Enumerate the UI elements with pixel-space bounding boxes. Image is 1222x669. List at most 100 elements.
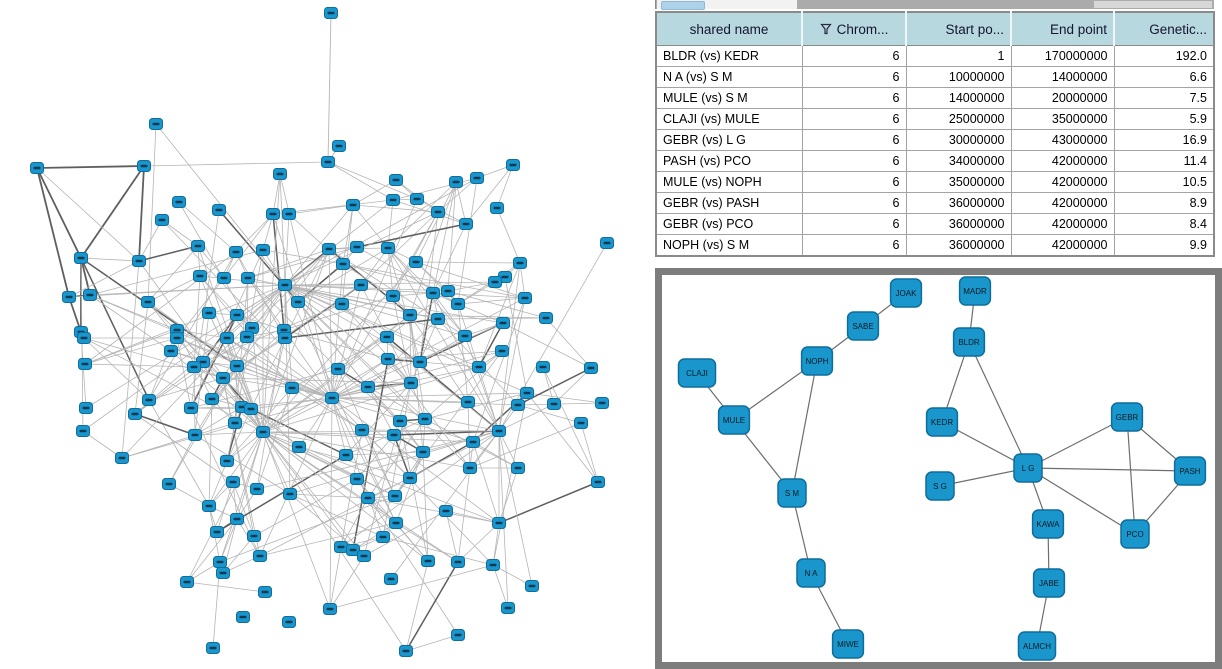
network-node[interactable] — [282, 208, 296, 220]
table-cell[interactable]: 25000000 — [905, 108, 1012, 130]
network-node[interactable] — [205, 393, 219, 405]
network-overview-canvas[interactable] — [0, 0, 648, 669]
network-node[interactable] — [350, 241, 364, 253]
column-header-genetic[interactable]: Genetic... — [1113, 12, 1214, 46]
network-node[interactable] — [334, 541, 348, 553]
table-row[interactable]: PASH (vs) PCO 6 34000000 42000000 11.4 — [655, 150, 1215, 172]
table-cell[interactable]: PASH (vs) PCO — [655, 150, 803, 172]
table-cell[interactable]: 35000000 — [905, 171, 1012, 193]
network-node[interactable] — [77, 332, 91, 344]
node-jabe[interactable]: JABE — [1032, 568, 1066, 598]
network-node[interactable] — [256, 426, 270, 438]
table-cell[interactable]: CLAJI (vs) MULE — [655, 108, 803, 130]
network-node[interactable] — [595, 397, 609, 409]
node-s-m[interactable]: S M — [777, 478, 807, 508]
network-node[interactable] — [574, 417, 588, 429]
network-node[interactable] — [410, 193, 424, 205]
table-cell[interactable]: 42000000 — [1010, 213, 1115, 235]
network-node[interactable] — [278, 332, 292, 344]
network-node[interactable] — [384, 573, 398, 585]
table-cell[interactable]: 170000000 — [1010, 45, 1115, 67]
node-noph[interactable]: NOPH — [800, 346, 834, 376]
table-row[interactable]: GEBR (vs) PASH 6 36000000 42000000 8.9 — [655, 192, 1215, 214]
table-cell[interactable]: 9.9 — [1113, 234, 1215, 257]
node-kawa[interactable]: KAWA — [1031, 509, 1065, 539]
network-node[interactable] — [513, 257, 527, 269]
node-joak[interactable]: JOAK — [889, 278, 923, 308]
network-node[interactable] — [354, 279, 368, 291]
table-cell[interactable]: 16.9 — [1113, 129, 1215, 151]
network-node[interactable] — [250, 483, 264, 495]
network-node[interactable] — [193, 270, 207, 282]
network-node[interactable] — [388, 490, 402, 502]
network-node[interactable] — [486, 559, 500, 571]
column-header-chrom[interactable]: Chrom... — [801, 12, 906, 46]
network-node[interactable] — [206, 642, 220, 654]
network-node[interactable] — [184, 402, 198, 414]
network-node[interactable] — [458, 330, 472, 342]
network-node[interactable] — [339, 449, 353, 461]
network-node[interactable] — [357, 550, 371, 562]
network-node[interactable] — [74, 252, 88, 264]
table-cell[interactable]: 192.0 — [1113, 45, 1215, 67]
network-node[interactable] — [525, 580, 539, 592]
network-node[interactable] — [155, 214, 169, 226]
network-node[interactable] — [213, 556, 227, 568]
network-node[interactable] — [62, 291, 76, 303]
node-pco[interactable]: PCO — [1120, 519, 1150, 549]
table-row[interactable]: CLAJI (vs) MULE 6 25000000 35000000 5.9 — [655, 108, 1215, 130]
network-node[interactable] — [426, 287, 440, 299]
table-cell[interactable]: 6 — [801, 213, 907, 235]
network-node[interactable] — [466, 436, 480, 448]
table-cell[interactable]: MULE (vs) S M — [655, 87, 803, 109]
scrollbar-thumb[interactable] — [661, 1, 705, 10]
table-row[interactable]: MULE (vs) S M 6 14000000 20000000 7.5 — [655, 87, 1215, 109]
network-node[interactable] — [336, 258, 350, 270]
node-sabe[interactable]: SABE — [846, 311, 880, 341]
network-node[interactable] — [449, 176, 463, 188]
network-node[interactable] — [202, 500, 216, 512]
network-node[interactable] — [220, 332, 234, 344]
table-cell[interactable]: 6 — [801, 150, 907, 172]
network-node[interactable] — [518, 292, 532, 304]
network-node[interactable] — [335, 298, 349, 310]
network-node[interactable] — [331, 363, 345, 375]
table-cell[interactable]: 6 — [801, 171, 907, 193]
network-node[interactable] — [591, 476, 605, 488]
column-header-startpo[interactable]: Start po... — [905, 12, 1011, 46]
network-node[interactable] — [220, 455, 234, 467]
table-cell[interactable]: 42000000 — [1010, 234, 1115, 257]
network-node[interactable] — [361, 381, 375, 393]
network-node[interactable] — [511, 399, 525, 411]
network-node[interactable] — [506, 159, 520, 171]
node-claji[interactable]: CLAJI — [677, 358, 717, 388]
table-cell[interactable]: 7.5 — [1113, 87, 1215, 109]
table-row[interactable]: BLDR (vs) KEDR 6 1 170000000 192.0 — [655, 45, 1215, 67]
network-node[interactable] — [240, 331, 254, 343]
table-row[interactable]: N A (vs) S M 6 10000000 14000000 6.6 — [655, 66, 1215, 88]
table-row[interactable]: MULE (vs) NOPH 6 35000000 42000000 10.5 — [655, 171, 1215, 193]
table-cell[interactable]: 6 — [801, 108, 907, 130]
node-s-g[interactable]: S G — [925, 471, 955, 501]
network-node[interactable] — [490, 202, 504, 214]
network-node[interactable] — [387, 429, 401, 441]
table-cell[interactable]: 43000000 — [1010, 129, 1115, 151]
network-node[interactable] — [492, 517, 506, 529]
network-node[interactable] — [230, 360, 244, 372]
network-node[interactable] — [431, 206, 445, 218]
network-node[interactable] — [210, 526, 224, 538]
network-node[interactable] — [403, 472, 417, 484]
network-node[interactable] — [247, 530, 261, 542]
table-cell[interactable]: 35000000 — [1010, 108, 1115, 130]
table-cell[interactable]: GEBR (vs) L G — [655, 129, 803, 151]
network-node[interactable] — [321, 156, 335, 168]
network-node[interactable] — [137, 160, 151, 172]
table-cell[interactable]: MULE (vs) NOPH — [655, 171, 803, 193]
column-header-endpoint[interactable]: End point — [1010, 12, 1114, 46]
node-almch[interactable]: ALMCH — [1017, 631, 1057, 661]
network-node[interactable] — [380, 331, 394, 343]
table-cell[interactable]: 42000000 — [1010, 171, 1115, 193]
network-node[interactable] — [501, 602, 515, 614]
network-node[interactable] — [323, 603, 337, 615]
node-miwe[interactable]: MIWE — [831, 629, 865, 659]
